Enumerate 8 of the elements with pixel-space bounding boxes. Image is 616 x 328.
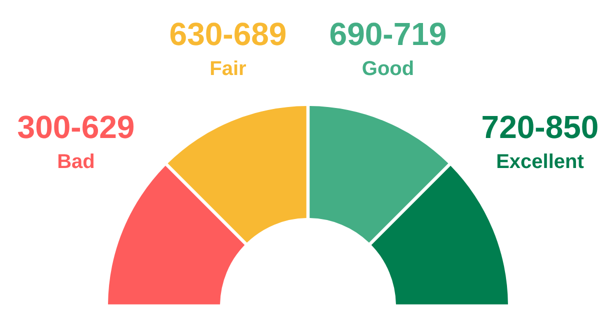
slice-label: Bad <box>57 151 95 173</box>
slice-label: Good <box>362 58 414 80</box>
data-label: 630-689 <box>169 16 287 52</box>
data-label: 300-629 <box>17 109 135 145</box>
data-label: 690-719 <box>329 16 447 52</box>
data-label: 720-850 <box>481 109 599 145</box>
slice-label: Excellent <box>496 151 584 173</box>
slice-label: Fair <box>210 58 247 80</box>
